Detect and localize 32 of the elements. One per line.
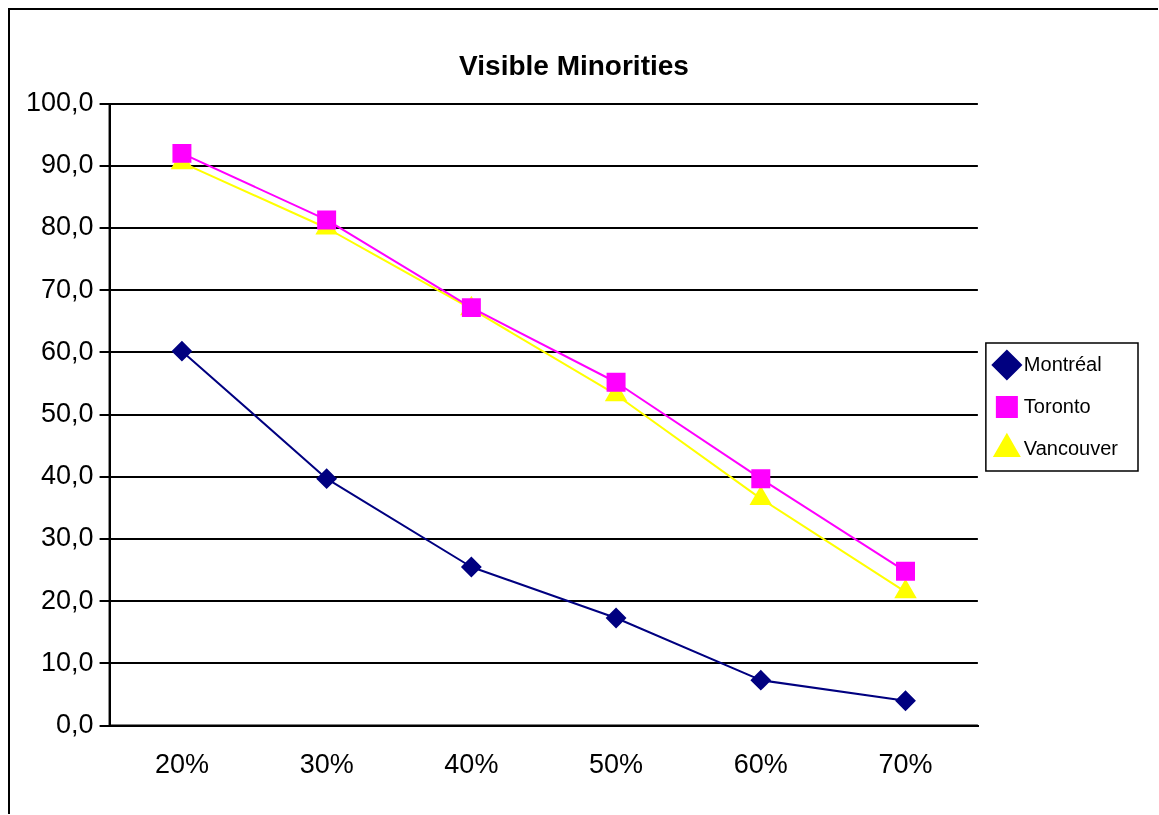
legend-label: Toronto	[1023, 394, 1091, 417]
point	[750, 670, 771, 691]
y-tick-label: 100,0	[25, 87, 94, 118]
point	[171, 341, 192, 362]
y-tick-label: 10,0	[41, 646, 94, 677]
y-tick-label: 50,0	[41, 398, 94, 429]
y-tick-label: 30,0	[41, 522, 94, 553]
x-tick-label: 70%	[878, 749, 933, 780]
point	[317, 210, 337, 230]
x-tick-label: 60%	[733, 749, 788, 780]
y-tick-label: 40,0	[41, 460, 94, 491]
y-tick-label: 20,0	[41, 584, 94, 615]
y-tick-label: 90,0	[41, 149, 94, 180]
y-tick-label: 80,0	[41, 211, 94, 242]
x-tick-label: 30%	[299, 749, 354, 780]
y-tick-label: 0,0	[56, 709, 94, 740]
chart-title: Visible Minorities	[459, 49, 689, 81]
x-tick-label: 40%	[444, 749, 499, 780]
legend-label: Montréal	[1023, 352, 1102, 375]
x-tick-label: 20%	[154, 749, 209, 780]
point	[751, 469, 771, 489]
point	[461, 556, 482, 577]
y-tick-label: 70,0	[41, 273, 94, 304]
point	[606, 607, 627, 628]
point	[172, 143, 192, 163]
point	[606, 372, 626, 392]
point	[895, 690, 916, 711]
point	[316, 468, 337, 489]
y-tick-label: 60,0	[41, 335, 94, 366]
legend-label: Vancouver	[1023, 436, 1119, 459]
point	[896, 561, 915, 581]
x-tick-label: 50%	[589, 749, 644, 780]
